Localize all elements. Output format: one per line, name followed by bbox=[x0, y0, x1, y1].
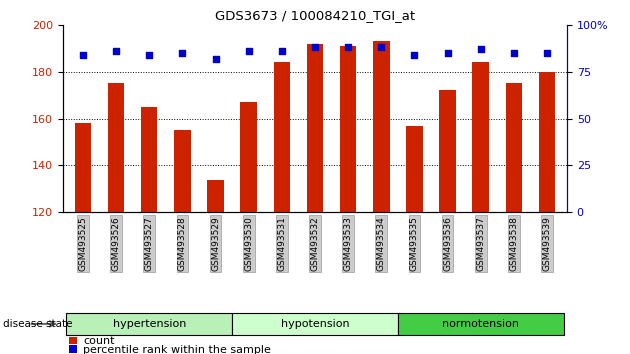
Bar bbox=[174, 130, 191, 212]
Text: GSM493538: GSM493538 bbox=[510, 216, 518, 271]
Point bbox=[376, 45, 386, 50]
Bar bbox=[539, 72, 556, 212]
Text: GSM493529: GSM493529 bbox=[211, 216, 220, 271]
Text: GSM493526: GSM493526 bbox=[112, 216, 120, 271]
Point bbox=[210, 56, 220, 61]
Text: disease state: disease state bbox=[3, 319, 72, 329]
Text: GSM493530: GSM493530 bbox=[244, 216, 253, 271]
Point bbox=[310, 45, 320, 50]
Text: GSM493535: GSM493535 bbox=[410, 216, 419, 271]
Point bbox=[542, 50, 552, 56]
Text: GSM493533: GSM493533 bbox=[343, 216, 353, 271]
Point bbox=[78, 52, 88, 58]
Text: GSM493525: GSM493525 bbox=[78, 216, 88, 271]
Text: GSM493527: GSM493527 bbox=[145, 216, 154, 271]
Bar bbox=[141, 107, 158, 212]
Bar bbox=[406, 126, 423, 212]
Text: GSM493539: GSM493539 bbox=[542, 216, 552, 271]
Point bbox=[177, 50, 187, 56]
Bar bbox=[207, 179, 224, 212]
Text: hypotension: hypotension bbox=[281, 319, 349, 329]
Point bbox=[343, 45, 353, 50]
Bar bbox=[307, 44, 323, 212]
Bar bbox=[108, 84, 124, 212]
Bar bbox=[439, 90, 456, 212]
Text: normotension: normotension bbox=[442, 319, 519, 329]
Text: percentile rank within the sample: percentile rank within the sample bbox=[83, 345, 271, 354]
Bar bbox=[472, 62, 489, 212]
Point bbox=[244, 48, 254, 54]
Text: GSM493528: GSM493528 bbox=[178, 216, 187, 271]
Text: GSM493536: GSM493536 bbox=[443, 216, 452, 271]
Point bbox=[509, 50, 519, 56]
Text: count: count bbox=[83, 336, 115, 346]
Point bbox=[476, 46, 486, 52]
Text: GSM493534: GSM493534 bbox=[377, 216, 386, 271]
Text: GSM493532: GSM493532 bbox=[311, 216, 319, 271]
Bar bbox=[340, 46, 357, 212]
Text: GSM493531: GSM493531 bbox=[277, 216, 287, 271]
Bar bbox=[506, 84, 522, 212]
Bar bbox=[273, 62, 290, 212]
Bar bbox=[74, 123, 91, 212]
Bar bbox=[241, 102, 257, 212]
Point bbox=[443, 50, 453, 56]
Bar bbox=[373, 41, 389, 212]
Point bbox=[144, 52, 154, 58]
Text: hypertension: hypertension bbox=[113, 319, 186, 329]
Title: GDS3673 / 100084210_TGI_at: GDS3673 / 100084210_TGI_at bbox=[215, 9, 415, 22]
Point bbox=[410, 52, 420, 58]
Text: GSM493537: GSM493537 bbox=[476, 216, 485, 271]
Point bbox=[111, 48, 121, 54]
Point bbox=[277, 48, 287, 54]
